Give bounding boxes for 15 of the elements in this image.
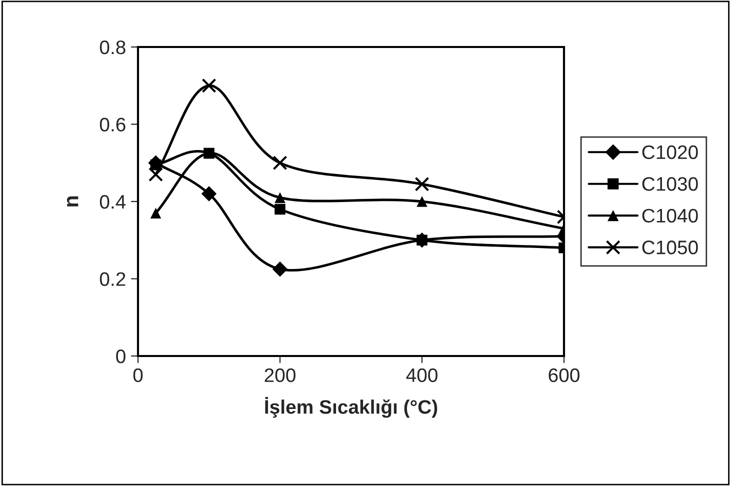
x-tick-label: 600 [548, 368, 580, 382]
y-tick-label: 0.6 [100, 118, 126, 132]
x-tick-label: 200 [264, 368, 296, 382]
y-tick-label: 0 [116, 349, 126, 364]
x-tick-label: 400 [406, 368, 438, 382]
y-tick-label: 0.8 [100, 40, 126, 54]
legend-label: C1040 [642, 208, 698, 223]
legend-label: C1030 [642, 177, 698, 191]
x-axis-title: İşlem Sıcaklığı (°C) [265, 397, 438, 418]
y-tick-label: 0.4 [100, 194, 126, 209]
y-tick-label: 0.2 [100, 272, 126, 286]
legend-label: C1050 [642, 240, 698, 254]
y-axis-title: n [66, 196, 78, 206]
legend-label: C1020 [642, 145, 698, 160]
x-tick-label: 0 [133, 368, 143, 382]
